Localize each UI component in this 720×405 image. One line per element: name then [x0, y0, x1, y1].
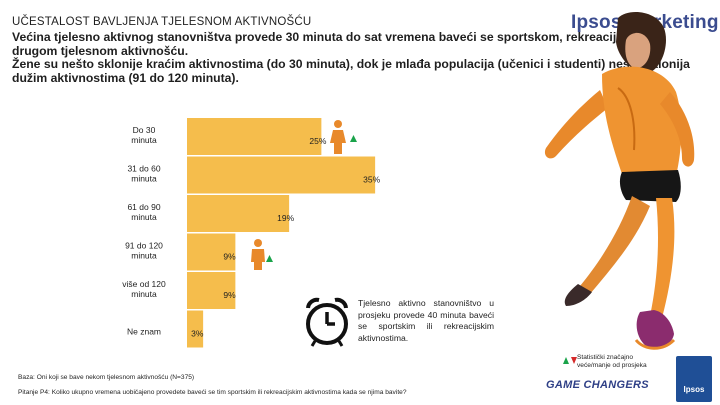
down-arrow-icon [571, 357, 577, 364]
legend-line-2: veće/manje od prosjeka [577, 362, 647, 369]
ipsos-badge-text: Ipsos [683, 385, 705, 394]
base-note: Baza: Oni koji se bave nekom tjelesnom a… [18, 374, 195, 381]
value-label: 3% [191, 329, 204, 339]
category-label: 31 do 60 minuta [127, 164, 160, 184]
value-label: 19% [277, 213, 294, 223]
average-time-callout: Tjelesno aktivno stanovništvo u prosjeku… [358, 298, 494, 343]
up-arrow-icon [350, 135, 357, 142]
page-subtitle: Većina tjelesno aktivnog stanovništva pr… [12, 30, 702, 85]
up-arrow-icon [563, 357, 569, 364]
category-label: Ne znam [127, 327, 161, 337]
time-spent-bar-chart: Do 30 minuta 31 do 60 minuta 61 do 90 minuta 9… [122, 118, 381, 348]
up-arrow-icon [266, 255, 273, 262]
bar [187, 156, 376, 194]
category-label: više od 120 minuta [122, 279, 166, 299]
bar [187, 310, 204, 348]
bar [187, 272, 236, 309]
young-person-icon [251, 239, 273, 270]
game-changers-brand: GAME CHANGERS [546, 379, 649, 391]
value-label: 9% [223, 290, 236, 300]
category-label: 91 do 120 minuta [125, 241, 163, 261]
subtitle-line-2: Žene su nešto sklonije kraćim aktivnosti… [12, 57, 690, 85]
bar [187, 118, 322, 155]
bar [187, 233, 236, 271]
value-label: 9% [223, 252, 236, 262]
significance-legend: Statistički značajno veće/manje od prosj… [577, 354, 647, 370]
bar [187, 195, 290, 232]
legend-line-1: Statistički značajno [577, 354, 634, 361]
question-note: Pitanje P4: Koliko ukupno vremena uobiča… [18, 389, 407, 396]
value-label: 25% [309, 136, 326, 146]
alarm-clock-icon [306, 297, 348, 347]
female-person-icon [330, 120, 357, 154]
value-label: 35% [363, 175, 380, 185]
subtitle-line-1: Većina tjelesno aktivnog stanovništva pr… [12, 30, 662, 58]
category-label: 61 do 90 minuta [127, 202, 160, 222]
runner-illustration [544, 12, 695, 350]
page-title: UČESTALOST BAVLJENJA TJELESNOM AKTIVNOŠĆ… [12, 16, 312, 28]
significance-legend-arrows [563, 357, 577, 364]
category-label: Do 30 minuta [131, 125, 157, 145]
ipsos-badge: Ipsos [676, 356, 712, 402]
